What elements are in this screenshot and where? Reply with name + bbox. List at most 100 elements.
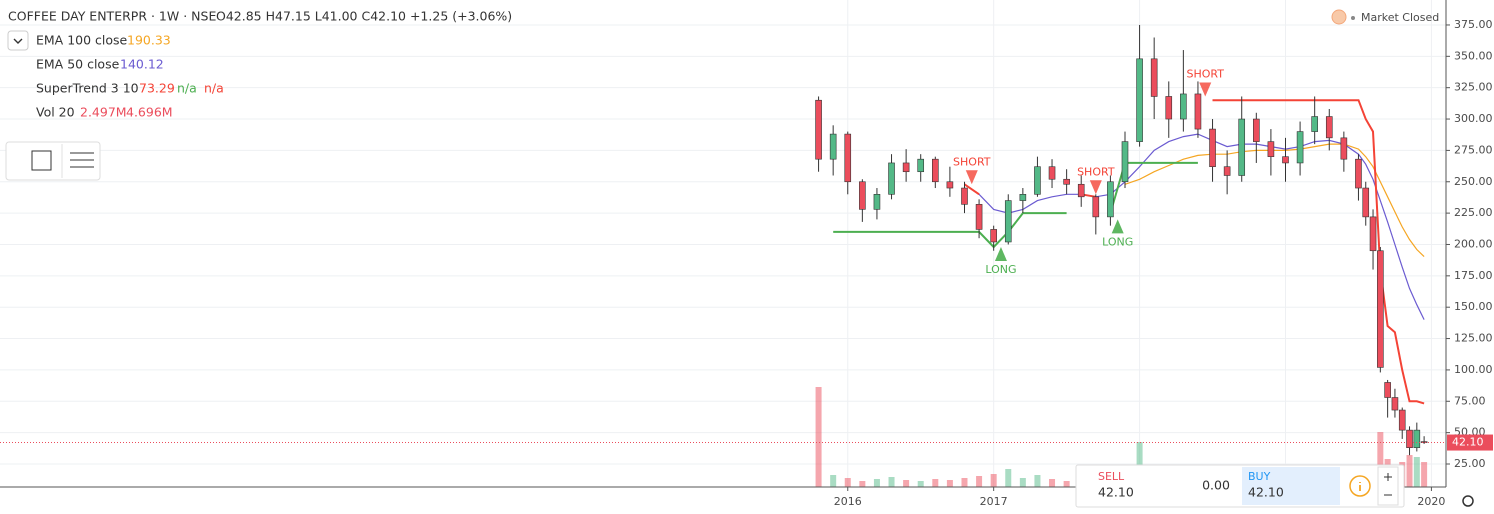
y-tick-label: 25.00 (1454, 457, 1486, 470)
y-tick-label: 75.00 (1454, 394, 1486, 407)
long-arrow (1111, 219, 1124, 234)
rect-tool[interactable] (31, 150, 52, 171)
candle-body (1340, 137, 1348, 160)
candle-body (1377, 250, 1384, 368)
legend-na: n/a (177, 81, 197, 96)
volume-bar (1063, 481, 1070, 487)
ohlc: O42.85 H47.15 L41.00 C42.10 +1.25 (+3.06… (216, 9, 512, 24)
candle-body (1267, 141, 1275, 157)
candle-body (844, 133, 852, 183)
y-tick-label: 250.00 (1454, 175, 1493, 188)
candle-body (902, 162, 910, 173)
y-tick-label: 225.00 (1454, 206, 1493, 219)
volume-bar (903, 480, 910, 487)
axes: 25.0050.0075.00100.00125.00150.00175.002… (1446, 18, 1493, 470)
candle-body (1034, 166, 1041, 195)
short-label: SHORT (1077, 165, 1115, 178)
buy-price: 42.10 (1248, 485, 1284, 500)
candle-body (1311, 116, 1318, 132)
short-arrow (1089, 180, 1102, 195)
candle-body (1398, 409, 1406, 431)
volume-bar (1406, 455, 1413, 487)
ema-line (964, 133, 1425, 320)
candle-body (815, 99, 822, 160)
y-tick-label: 200.00 (1454, 237, 1493, 250)
candle-body (1077, 183, 1085, 198)
buy-label: BUY (1248, 470, 1271, 483)
candle-body (873, 194, 881, 210)
trade-panel: SELL 42.10 0.00 BUY 42.10 (1075, 464, 1405, 508)
candle-body (888, 162, 895, 195)
y-tick-label: 325.00 (1454, 81, 1493, 94)
candle-body (1180, 93, 1187, 120)
candle-body (1004, 200, 1012, 243)
collapse-button[interactable] (7, 30, 29, 51)
symbol: COFFEE DAY ENTERPR · 1W · NSE (8, 9, 216, 24)
status-bullet (1351, 16, 1355, 20)
volume-bar (1421, 462, 1428, 487)
candle-body (1391, 397, 1399, 411)
volume-bar (830, 475, 837, 487)
market-status: Market Closed (1361, 11, 1439, 24)
volume-bar (961, 478, 968, 487)
candle-body (1063, 178, 1070, 185)
candle-body (1048, 166, 1056, 180)
y-tick-label: 125.00 (1454, 332, 1493, 345)
x-tick-label: 2020 (1417, 495, 1445, 508)
menu-tool[interactable] (70, 152, 94, 168)
candle-body (1121, 141, 1129, 183)
legend-ema50-value: 140.12 (120, 57, 164, 72)
qty-buttons (1377, 466, 1399, 506)
candle-body (1420, 441, 1428, 443)
candle-body (1355, 158, 1362, 189)
y-tick-label: 275.00 (1454, 143, 1493, 156)
long-arrow (994, 246, 1007, 261)
ema-line (1124, 143, 1425, 258)
sell-button[interactable] (1091, 467, 1191, 505)
y-tick-label: 375.00 (1454, 18, 1493, 31)
volume-bar (1377, 432, 1384, 487)
candle-body (1194, 93, 1202, 130)
short-label: SHORT (953, 155, 991, 168)
legend-ema50: EMA 50 close (36, 57, 120, 72)
volume-bar (859, 481, 866, 487)
candle-body (961, 187, 968, 205)
x-tick-label: 2016 (834, 495, 862, 508)
short-label: SHORT (1187, 67, 1225, 80)
volume-bar (917, 481, 924, 487)
volume-bar (1019, 478, 1026, 487)
y-tick-label: 300.00 (1454, 112, 1493, 125)
volume-bar (873, 479, 880, 487)
candle-body (1362, 187, 1370, 218)
candle-body (1150, 58, 1158, 97)
candle-body (1223, 166, 1231, 176)
lines (833, 99, 1425, 405)
y-tick-label: 100.00 (1454, 363, 1493, 376)
candle-body (1107, 181, 1114, 218)
volume-bar (990, 474, 997, 487)
annotations: SHORT LONG SHORT LONG SHORT (0, 67, 1446, 444)
chevron (13, 38, 23, 44)
buy-button[interactable] (1242, 467, 1340, 505)
price-axis-bg (1446, 0, 1494, 514)
settings-button[interactable] (1462, 495, 1474, 507)
candle-body (1253, 118, 1260, 142)
plus-button[interactable] (1384, 473, 1392, 481)
info-button[interactable] (1349, 475, 1371, 497)
candle-body (1384, 382, 1391, 398)
volume-bar (1049, 479, 1056, 487)
candle-body (1413, 429, 1421, 448)
candle-body (1092, 196, 1100, 218)
y-tick-label: 175.00 (1454, 269, 1493, 282)
spread: 0.00 (1202, 478, 1230, 493)
last-price-label: 42.10 (1452, 436, 1484, 449)
sell-label: SELL (1098, 470, 1125, 483)
volume-bar (844, 478, 851, 487)
volume-bar (1413, 457, 1420, 487)
legend-ema100: EMA 100 close (36, 33, 128, 48)
legend-ema100-value: 190.33 (127, 33, 171, 48)
volume-bar (976, 476, 983, 487)
grid (0, 0, 1446, 487)
long-label: LONG (1102, 235, 1133, 248)
